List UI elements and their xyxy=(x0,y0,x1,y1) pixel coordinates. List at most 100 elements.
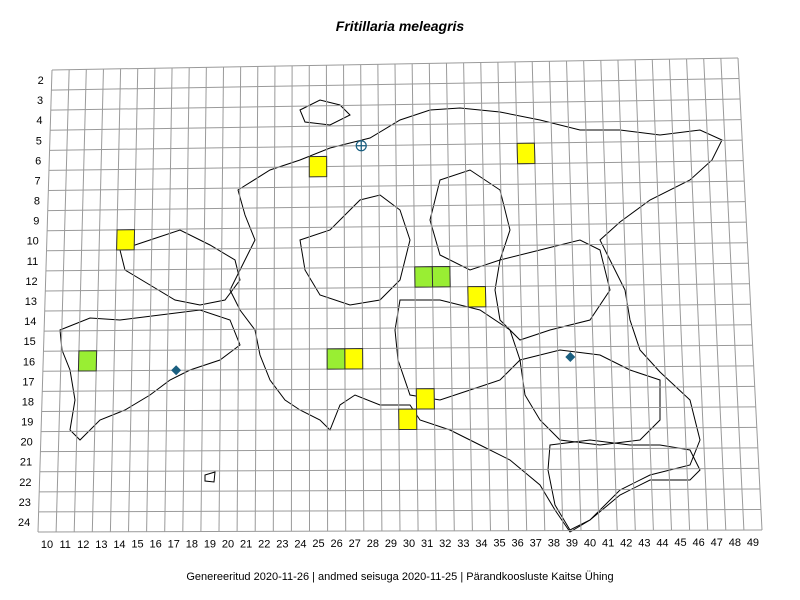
col-label: 48 xyxy=(729,537,741,549)
grid-line-vertical xyxy=(109,68,122,532)
col-label: 39 xyxy=(566,538,578,550)
grid-line-vertical xyxy=(686,58,709,531)
diamond-marker-icon xyxy=(171,365,182,376)
grid-line-vertical xyxy=(218,66,224,532)
row-label: 5 xyxy=(36,135,42,147)
col-label: 16 xyxy=(150,539,162,551)
grid-line-vertical xyxy=(236,66,242,532)
col-label: 49 xyxy=(747,537,759,549)
grid-line-vertical xyxy=(91,69,104,532)
grid-line-vertical xyxy=(548,61,564,531)
col-label: 43 xyxy=(638,537,650,549)
row-label: 24 xyxy=(18,517,30,529)
grid-line-vertical xyxy=(55,69,70,532)
footer-generated: Genereeritud 2020-11-26 xyxy=(186,571,310,583)
col-label: 47 xyxy=(711,537,723,549)
row-label: 19 xyxy=(21,417,33,429)
col-label: 25 xyxy=(312,538,324,550)
grid-line-vertical xyxy=(377,64,383,532)
col-label: 46 xyxy=(693,537,705,549)
col-label: 40 xyxy=(584,537,596,549)
grid-line-vertical xyxy=(514,61,528,531)
grid-line-vertical xyxy=(325,65,329,532)
grid-line-vertical xyxy=(583,60,600,531)
col-label: 15 xyxy=(131,539,143,551)
grid-line-vertical xyxy=(531,61,546,531)
grid-line-vertical xyxy=(164,67,173,532)
col-label: 13 xyxy=(95,539,107,551)
row-label: 12 xyxy=(25,276,37,288)
col-label: 30 xyxy=(403,538,415,550)
col-label: 45 xyxy=(674,537,686,549)
col-label: 44 xyxy=(656,537,668,549)
col-label: 34 xyxy=(475,538,487,550)
occurrence-cell-yellow xyxy=(516,142,536,165)
row-label: 22 xyxy=(19,477,31,489)
occurrence-cell-yellow xyxy=(344,348,364,370)
occurrence-cell-green xyxy=(77,350,98,372)
point-markers xyxy=(171,140,576,376)
row-label: 17 xyxy=(22,376,34,388)
col-label: 17 xyxy=(168,539,180,551)
grid-line-vertical xyxy=(497,62,510,531)
grid-line-vertical xyxy=(703,58,727,531)
col-label: 21 xyxy=(240,538,252,550)
grid-line-horizontal xyxy=(51,57,739,71)
crosshair-circle-marker-icon xyxy=(355,140,367,152)
col-labels: 10 11 12 13 14 15 16 17 18 19 20 21 22 23 24 25 26 27 28 29… xyxy=(41,537,759,551)
col-label: 33 xyxy=(457,538,469,550)
col-label: 36 xyxy=(512,538,524,550)
grid-line-vertical xyxy=(394,63,401,532)
footer-data-state: andmed seisuga 2020-11-25 xyxy=(318,571,458,583)
grid-lines xyxy=(37,57,763,533)
grid-line-vertical xyxy=(360,64,365,532)
occurrence-cell-green xyxy=(326,348,346,370)
grid-line-vertical xyxy=(146,68,156,532)
row-label: 4 xyxy=(36,115,42,127)
row-label: 21 xyxy=(20,457,32,469)
col-label: 38 xyxy=(548,538,560,550)
col-label: 28 xyxy=(367,538,379,550)
col-label: 32 xyxy=(439,538,451,550)
row-label: 9 xyxy=(33,216,39,228)
grid-line-vertical xyxy=(617,60,636,531)
col-label: 19 xyxy=(204,539,216,551)
country-outline xyxy=(59,99,723,533)
col-label: 18 xyxy=(186,539,198,551)
row-label: 23 xyxy=(19,497,31,509)
grid-line-vertical xyxy=(73,69,87,532)
footer-organization: Pärandkoosluste Kaitse Ühing xyxy=(466,571,614,583)
occurrence-cell-green xyxy=(431,265,451,288)
row-label: 18 xyxy=(22,396,34,408)
grid-line-vertical xyxy=(343,64,347,532)
col-label: 10 xyxy=(41,539,53,551)
col-label: 12 xyxy=(77,539,89,551)
col-label: 41 xyxy=(602,537,614,549)
grid-line-vertical xyxy=(651,59,672,531)
map-title: Fritillaria meleagris xyxy=(335,18,465,34)
col-label: 27 xyxy=(349,538,361,550)
row-label: 13 xyxy=(25,296,37,308)
grid-line-vertical xyxy=(254,66,259,532)
occurrence-cell-yellow xyxy=(308,155,328,178)
footer: Genereeritud 2020-11-26 | andmed seisuga… xyxy=(0,571,800,583)
col-label: 23 xyxy=(276,538,288,550)
occurrence-cell-yellow xyxy=(415,388,435,410)
row-label: 8 xyxy=(34,196,40,208)
row-label: 11 xyxy=(27,256,38,268)
grid-line-vertical xyxy=(445,63,455,531)
grid-line-vertical xyxy=(290,65,293,532)
occurrence-cell-yellow xyxy=(116,229,136,251)
grid-line-vertical xyxy=(182,67,190,532)
grid-line-vertical xyxy=(566,60,582,531)
row-label: 6 xyxy=(35,155,41,167)
grid-line-vertical xyxy=(411,63,419,531)
occurrence-cells xyxy=(77,142,536,430)
col-label: 37 xyxy=(530,538,542,550)
grid-line-vertical xyxy=(737,57,763,531)
col-label: 42 xyxy=(620,537,632,549)
occurrence-cell-green xyxy=(414,266,434,288)
grid-line-vertical xyxy=(668,59,691,531)
